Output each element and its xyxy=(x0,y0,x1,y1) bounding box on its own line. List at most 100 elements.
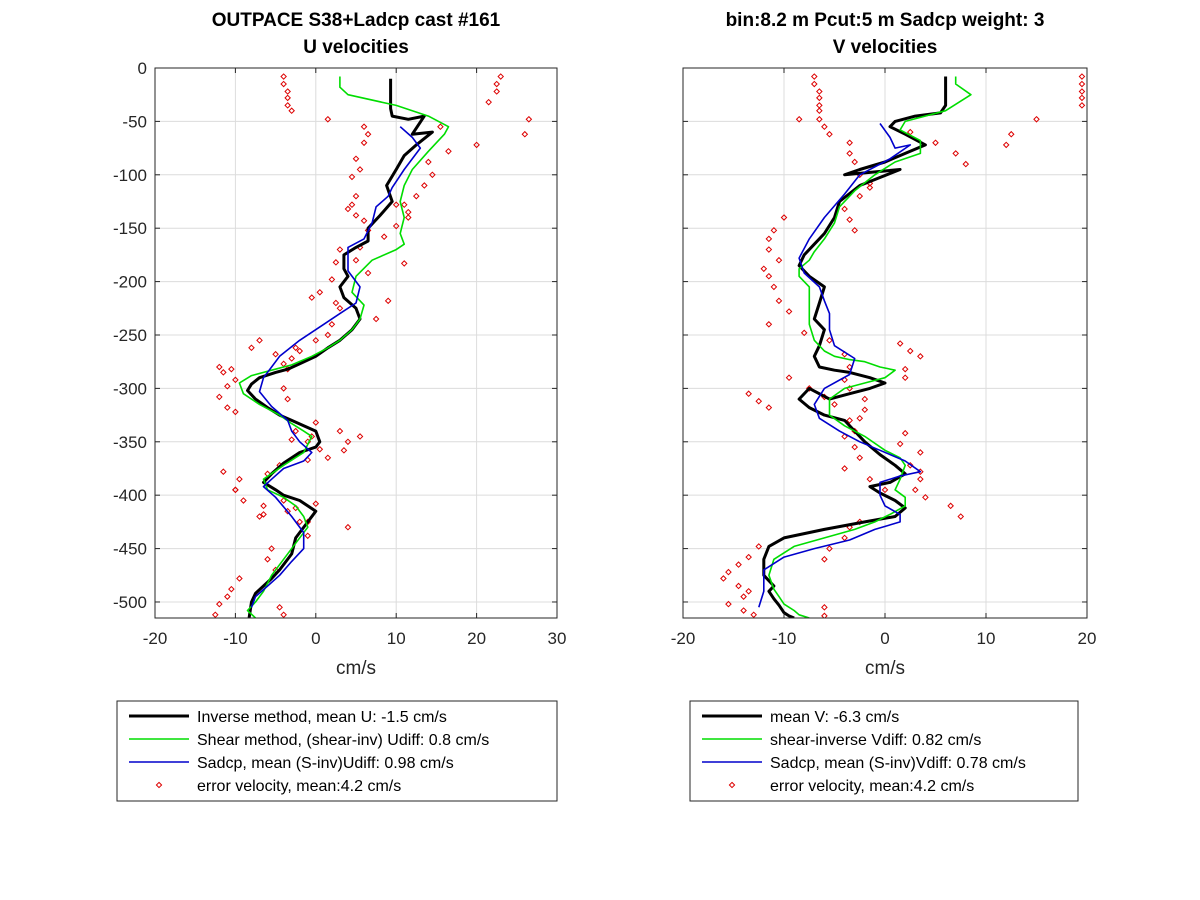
chart1-error-marker xyxy=(324,454,332,462)
chart2-error-marker xyxy=(917,475,924,483)
chart1-error-marker xyxy=(437,123,444,131)
chart1-error-marker xyxy=(216,393,223,401)
chart2-error-marker xyxy=(1078,102,1086,109)
chart1-error-marker xyxy=(344,523,352,531)
chart2-error-marker xyxy=(846,139,853,147)
chart1-axes-box xyxy=(154,67,558,619)
chart1-error-marker xyxy=(352,256,360,264)
chart1-error-marker xyxy=(260,511,267,518)
chart1-error-marker xyxy=(336,304,344,312)
chart2-error-marker xyxy=(735,582,742,590)
chart2-error-marker xyxy=(725,568,732,576)
chart2-error-marker xyxy=(911,486,919,494)
chart2-error-marker xyxy=(1078,80,1086,88)
chart1-y-tick-label: -350 xyxy=(113,433,147,452)
chart2-error-marker xyxy=(765,321,773,328)
chart2-error-marker xyxy=(770,227,778,234)
chart2-error-marker xyxy=(785,374,793,382)
chart1-error-marker xyxy=(280,497,287,504)
chart1-error-marker xyxy=(332,299,340,307)
chart1-error-marker xyxy=(336,427,344,435)
chart1-error-marker xyxy=(296,347,304,355)
chart1-error-marker xyxy=(288,436,295,443)
chart1-error-marker xyxy=(392,201,400,209)
chart2-error-marker xyxy=(745,390,752,398)
chart2-error-marker xyxy=(805,385,813,392)
chart2-error-marker xyxy=(826,130,833,138)
chart1-y-tick-label: 0 xyxy=(138,59,147,78)
chart1-legend-label-4: error velocity, mean:4.2 cm/s xyxy=(197,778,401,795)
chart2-error-marker xyxy=(760,265,768,273)
chart1-error-marker xyxy=(216,600,223,608)
chart2-error-marker xyxy=(745,587,752,595)
chart1-error-marker xyxy=(280,80,287,88)
chart2-series-line-2 xyxy=(768,76,972,618)
chart1-error-marker xyxy=(260,502,267,510)
chart1-error-marker xyxy=(493,80,501,88)
chart1-error-marker xyxy=(292,427,300,435)
chart1-error-marker xyxy=(360,123,368,131)
chart1-error-marker xyxy=(232,408,239,416)
chart1-error-marker xyxy=(340,447,348,454)
chart2-error-marker xyxy=(745,553,752,561)
chart1-error-marker xyxy=(473,141,480,149)
chart1-error-marker xyxy=(493,88,501,95)
chart2-error-marker xyxy=(856,192,864,200)
chart2-series-line-3 xyxy=(758,123,922,608)
chart2-error-marker xyxy=(775,256,783,264)
chart1-error-marker xyxy=(336,246,344,253)
chart1-legend-marker-4 xyxy=(155,781,163,789)
chart2-error-marker xyxy=(851,227,859,234)
chart1-error-marker xyxy=(404,208,412,216)
chart1-error-marker xyxy=(348,201,356,209)
chart2-error-marker xyxy=(821,604,828,611)
chart1-error-marker xyxy=(324,331,332,339)
chart2-error-marker xyxy=(846,363,853,371)
chart2-error-marker xyxy=(851,158,859,166)
chart2-error-marker xyxy=(750,611,758,618)
chart2-error-marker xyxy=(765,404,773,411)
chart1-error-marker xyxy=(521,130,529,138)
chart1-x-tick-label: -10 xyxy=(223,629,248,648)
chart1-error-marker xyxy=(404,214,412,221)
chart2-error-marker xyxy=(957,513,965,520)
chart2-error-marker xyxy=(826,545,833,552)
chart1-error-marker xyxy=(400,260,408,267)
chart2-error-marker xyxy=(1078,94,1086,102)
chart1-error-marker xyxy=(421,182,428,189)
chart2-error-marker xyxy=(932,139,939,147)
chart2-error-marker xyxy=(765,246,773,253)
chart1-error-marker xyxy=(284,395,291,403)
chart1-error-marker xyxy=(384,297,392,305)
chart1-error-marker xyxy=(256,513,263,520)
chart1-error-marker xyxy=(429,171,436,179)
chart1-error-marker xyxy=(224,382,231,390)
chart1-error-marker xyxy=(497,73,505,80)
chart1-error-marker xyxy=(232,376,239,384)
chart1-series-line-2 xyxy=(238,76,450,618)
chart2-error-marker xyxy=(881,486,889,494)
chart1-error-marker xyxy=(412,192,420,200)
chart2-legend-label-4: error velocity, mean:4.2 cm/s xyxy=(770,778,974,795)
chart1-error-marker xyxy=(344,205,352,213)
chart1-error-marker xyxy=(280,73,287,80)
chart1-error-marker xyxy=(332,259,340,266)
chart2-error-marker xyxy=(866,184,874,191)
chart1-plot-area xyxy=(155,68,557,618)
chart2-error-marker xyxy=(816,94,823,102)
chart1-error-marker xyxy=(256,337,263,344)
chart1-error-marker xyxy=(312,419,320,426)
chart2-error-marker xyxy=(725,600,732,608)
chart2-error-marker xyxy=(896,340,904,347)
chart2-legend-label-2: shear-inverse Vdiff: 0.82 cm/s xyxy=(770,732,981,749)
chart2-error-marker xyxy=(906,461,914,469)
chart1-error-marker xyxy=(280,385,287,392)
chart2-error-marker xyxy=(816,88,823,95)
chart2-x-tick-label: 0 xyxy=(880,629,889,648)
chart2-error-marker xyxy=(765,235,773,243)
chart1-error-marker xyxy=(360,217,368,225)
chart2-error-marker xyxy=(901,429,909,437)
chart2-error-marker xyxy=(901,365,909,373)
chart1-error-marker xyxy=(236,475,243,483)
